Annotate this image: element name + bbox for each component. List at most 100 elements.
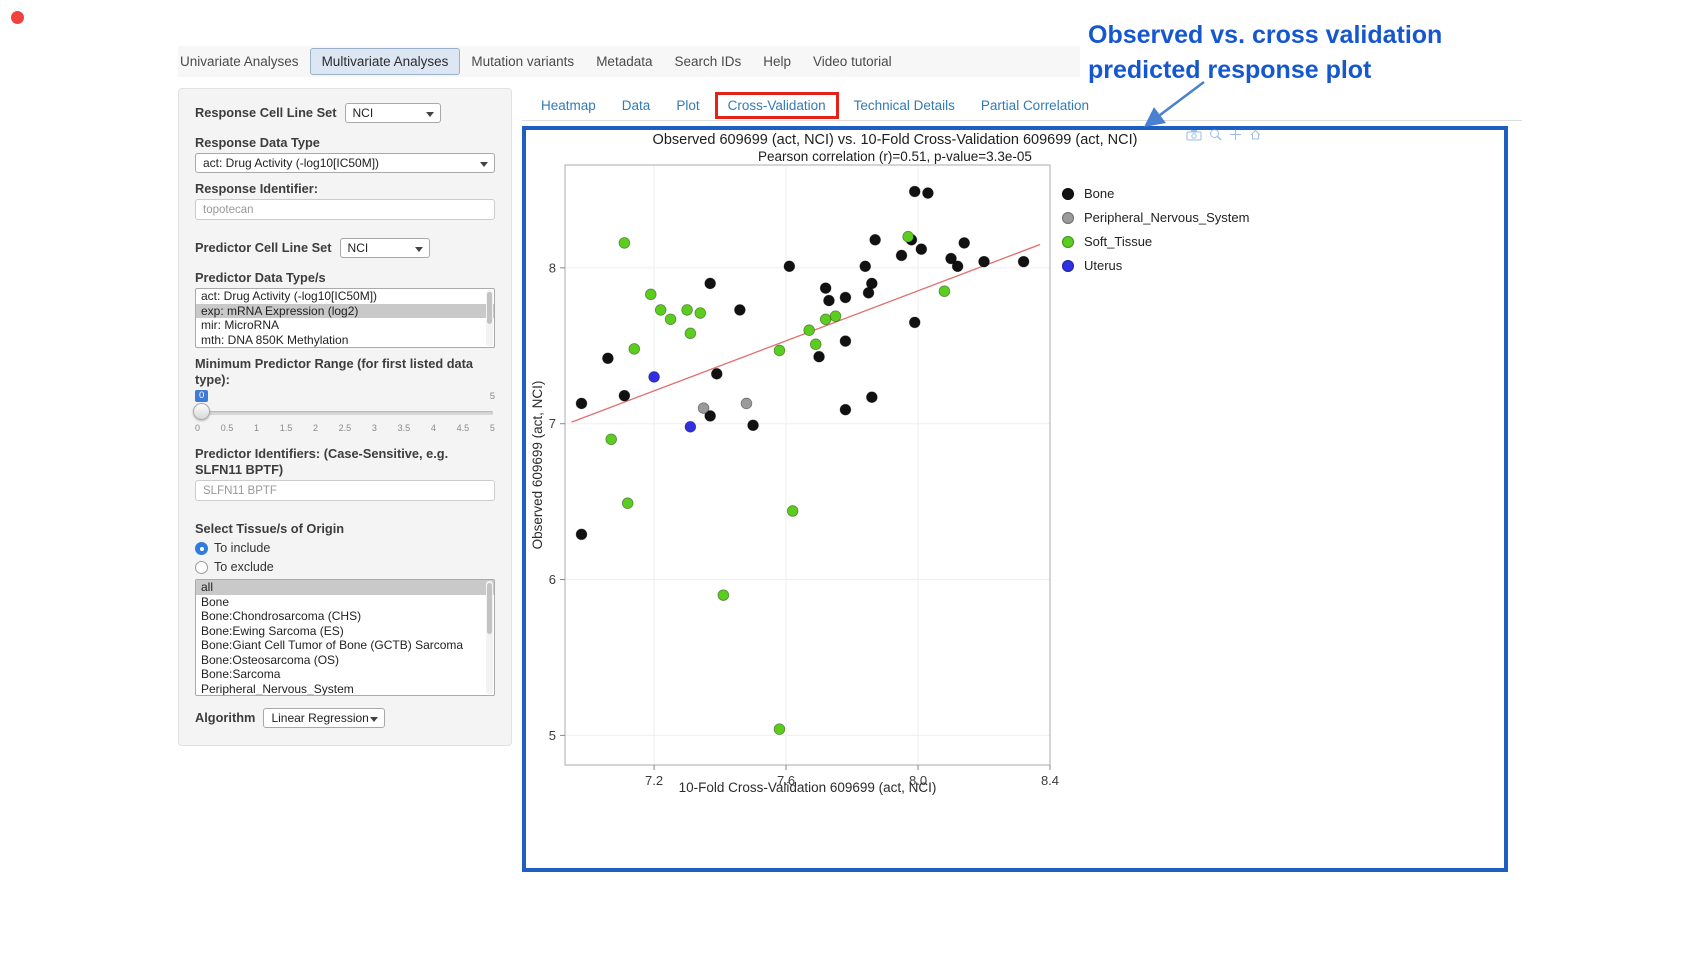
nav-tab-multivariate-analyses[interactable]: Multivariate Analyses [309,48,461,75]
slider-tick: 3 [371,423,377,433]
radio-unchecked-icon[interactable] [195,560,208,574]
nav-tab-mutation-variants[interactable]: Mutation variants [471,54,575,69]
list-option-all[interactable]: all [196,580,494,595]
slider-tick: 4.5 [456,423,470,433]
window-close-button[interactable] [11,11,24,24]
scrollbar-thumb[interactable] [487,583,492,634]
nav-tab-metadata[interactable]: Metadata [596,54,653,69]
list-option-bone-chondrosarcoma-chs[interactable]: Bone:Chondrosarcoma (CHS) [201,609,362,623]
nav-tab-video-tutorial[interactable]: Video tutorial [813,54,892,69]
tissue-include-option[interactable]: To include [195,541,495,555]
tab-technical-details[interactable]: Technical Details [853,98,955,113]
data-point-soft-tissue [618,237,631,249]
data-point-bone [839,335,852,347]
data-point-bone [869,234,881,246]
response-cell-line-set-select[interactable]: NCI [344,103,441,123]
legend-item-uterus[interactable]: Uterus [1062,258,1249,273]
slider-handle[interactable] [193,403,210,420]
data-point-soft-tissue [684,327,697,340]
legend-item-bone[interactable]: Bone [1062,186,1249,201]
data-point-bone [922,187,934,199]
tab-cross-validation[interactable]: Cross-Validation [714,92,839,119]
response-cell-line-set-row: Response Cell Line Set NCI [195,103,495,123]
list-option-bone-sarcoma[interactable]: Bone:Sarcoma [201,667,281,681]
slider-tick: 0.5 [220,423,234,433]
nav-tab-help[interactable]: Help [763,54,792,69]
predictor-cell-line-set-select[interactable]: NCI [339,238,430,258]
slider-max-label: 5 [489,391,495,402]
list-option-bone[interactable]: Bone [201,594,230,609]
response-data-type-select[interactable]: act: Drug Activity (-log10[IC50M]) [195,153,495,173]
data-point-uterus [648,371,660,383]
tab-partial-correlation[interactable]: Partial Correlation [980,98,1089,113]
x-tick-label: 8.0 [909,773,927,788]
response-data-type-value: act: Drug Activity (-log10[IC50M]) [203,156,380,170]
data-point-soft-tissue [681,304,693,316]
list-option-bone-osteosarcoma-os[interactable]: Bone:Osteosarcoma (OS) [201,652,340,667]
data-point-bone [866,391,878,404]
legend-item-soft-tissue[interactable]: Soft_Tissue [1062,234,1249,249]
data-point-bone [915,243,928,255]
data-point-uterus [684,421,697,433]
data-point-bone [618,389,631,402]
list-option-mth-dna-850k-methylation[interactable]: mth: DNA 850K Methylation [201,332,349,347]
plot-title-block: Observed 609699 (act, NCI) vs. 10-Fold C… [525,132,1265,164]
pan-icon[interactable] [1229,128,1242,146]
annotation-line1: Observed vs. cross validation [1088,21,1443,49]
list-option-act-drug-activity-log10-ic50m[interactable]: act: Drug Activity (-log10[IC50M]) [201,289,378,303]
data-point-soft-tissue [621,497,634,509]
nav-tab-search-ids[interactable]: Search IDs [674,54,742,69]
data-point-soft-tissue [664,313,677,326]
data-point-bone [813,350,825,363]
tissue-origin-listbox[interactable]: all Bone Bone:Chondrosarcoma (CHS) Bone:Ewi… [195,579,495,696]
top-navigation: Univariate Analyses Multivariate Analyses… [178,46,1080,77]
zoom-icon[interactable] [1209,128,1222,146]
tissue-include-label: To include [214,541,271,555]
y-tick-label: 6 [549,572,556,587]
home-icon[interactable] [1249,128,1262,146]
data-point-bone [839,291,852,304]
legend-marker-icon [1062,211,1074,224]
data-point-bone [704,277,716,290]
tab-heatmap[interactable]: Heatmap [541,98,596,113]
x-tick-label: 7.2 [645,773,663,788]
min-predictor-range-slider[interactable]: 0 5 0 0.5 1 1.5 2 2.5 3 3.5 4 4.5 5 [193,390,495,436]
legend-marker-icon [1062,259,1074,272]
scrollbar[interactable] [486,581,493,694]
data-point-soft-tissue [819,313,832,326]
legend-label: Soft_Tissue [1084,234,1153,249]
list-option-peripheral-nervous-system[interactable]: Peripheral_Nervous_System [201,681,354,696]
data-point-bone [945,252,957,265]
legend-marker-icon [1062,187,1074,200]
data-point-bone [783,260,796,273]
result-tabs: Heatmap Data Plot Cross-Validation Technical… [528,92,1102,119]
algorithm-select[interactable]: Linear Regression [263,708,386,728]
legend-item-peripheral-nervous-system[interactable]: Peripheral_Nervous_System [1062,210,1249,225]
list-option-mir-microrna[interactable]: mir: MicroRNA [201,318,279,332]
predictor-identifiers-input[interactable] [195,480,495,501]
camera-icon[interactable] [1186,128,1202,146]
slider-track[interactable] [197,411,493,415]
scrollbar[interactable] [486,290,493,346]
slider-tick: 1.5 [279,423,293,433]
list-option-exp-mrna-expression-log2[interactable]: exp: mRNA Expression (log2) [196,303,494,318]
data-point-peripheral-nervous-system [740,397,753,410]
nav-tab-univariate-analyses[interactable]: Univariate Analyses [180,54,299,69]
tissue-exclude-option[interactable]: To exclude [195,560,495,574]
data-point-soft-tissue [773,344,786,357]
scatter-plot[interactable]: 7.2 7.6 8.0 8.4 5 6 7 8 10-Fold Cross-Validation… [530,158,1075,806]
slider-tick-labels: 0 0.5 1 1.5 2 2.5 3 3.5 4 4.5 5 [195,423,495,433]
radio-checked-icon[interactable] [195,541,208,555]
data-point-soft-tissue [809,338,822,351]
tab-data[interactable]: Data [621,98,651,113]
algorithm-value: Linear Regression [271,711,369,725]
response-identifier-input[interactable] [195,199,495,220]
list-option-bone-ewing-sarcoma-es[interactable]: Bone:Ewing Sarcoma (ES) [201,623,344,638]
scrollbar-thumb[interactable] [487,292,492,325]
data-point-bone [866,277,878,290]
tab-plot[interactable]: Plot [676,98,700,113]
list-option-bone-giant-cell-tumor-of-bone-gctb-sarcoma[interactable]: Bone:Giant Cell Tumor of Bone (GCTB) Sar… [201,638,464,652]
algorithm-label: Algorithm [195,710,256,725]
predictor-cell-line-set-row: Predictor Cell Line Set NCI [195,238,495,258]
predictor-data-types-listbox[interactable]: act: Drug Activity (-log10[IC50M]) exp: m… [195,288,495,348]
